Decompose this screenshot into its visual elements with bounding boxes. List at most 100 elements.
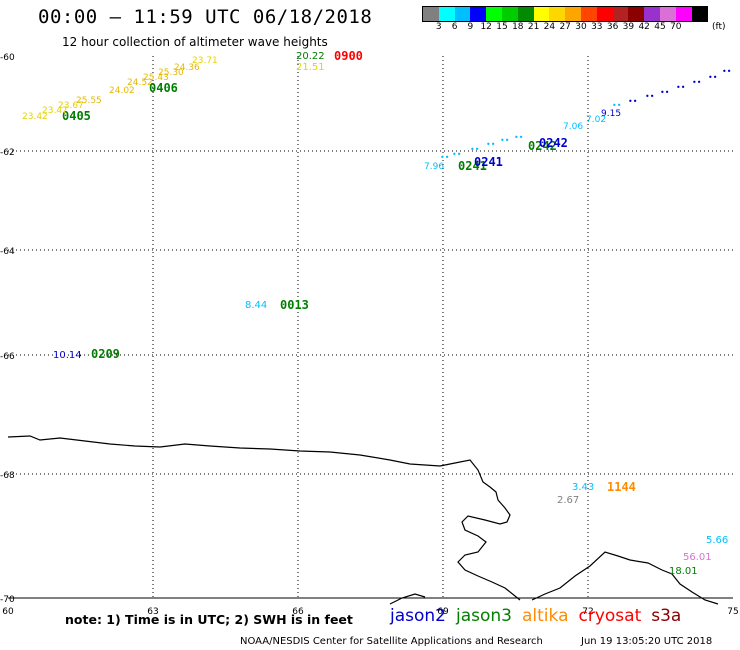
- legend-tick-label: 39: [622, 22, 635, 32]
- wave-height-label: 7.02: [586, 115, 606, 125]
- track-marker: ••: [470, 145, 479, 154]
- satellite-s3a-label: s3a: [651, 606, 682, 626]
- coastline-south: [389, 593, 426, 605]
- color-scale-labels: 3 6 9 12 15 18 21 24 27 30 33 36 39 42 45 70: [422, 22, 740, 34]
- legend-swatch: [438, 7, 455, 21]
- coastline-east: [531, 551, 719, 605]
- wave-height-label: 23.47: [42, 106, 68, 116]
- legend-tick-label: 30: [575, 22, 587, 32]
- legend-tick-label: 45: [654, 22, 666, 32]
- legend-swatch: [580, 7, 597, 21]
- satellite-altika-label: altika: [522, 606, 569, 626]
- track-marker: ••: [486, 140, 495, 149]
- legend-tick-label: 12: [480, 22, 492, 32]
- coastline-main: [7, 435, 521, 601]
- wave-height-label: 0209: [91, 347, 120, 361]
- longitude-tick-label: 72: [582, 607, 593, 617]
- wave-height-label: 8.44: [245, 300, 267, 311]
- wave-height-label: 23.67: [58, 101, 84, 111]
- wave-height-label: 25.30: [158, 68, 184, 78]
- legend-swatch: [659, 7, 676, 21]
- legend-tick-label: 27: [559, 22, 571, 32]
- wave-height-label: 24.02: [109, 86, 135, 96]
- legend-swatch: [628, 7, 645, 21]
- track-marker: ••: [628, 97, 637, 106]
- latitude-tick-label: -60: [0, 53, 15, 63]
- legend-swatch: [423, 7, 439, 21]
- wave-height-label: 0242: [528, 139, 557, 153]
- satellite-jason3-label: jason3: [456, 606, 512, 626]
- track-marker: ••: [612, 101, 621, 110]
- latitude-tick-label: -62: [0, 148, 15, 158]
- credit-text: NOAA/NESDIS Center for Satellite Applica…: [240, 636, 543, 647]
- latitude-tick-label: -68: [0, 471, 15, 481]
- legend-swatch: [675, 7, 692, 21]
- wave-height-label: 0241: [458, 159, 487, 173]
- track-marker: ••: [452, 150, 461, 159]
- wave-height-label: 56.01: [683, 552, 712, 563]
- wave-height-label: 24.36: [174, 63, 200, 73]
- track-marker: ••: [500, 136, 509, 145]
- legend-swatch: [612, 7, 629, 21]
- legend-tick-label: 33: [591, 22, 603, 32]
- legend-tick-label: 9: [467, 22, 474, 32]
- legend-tick-label: 6: [451, 22, 458, 32]
- track-marker: ••: [660, 88, 669, 97]
- wave-height-label: 9.15: [601, 109, 621, 119]
- legend-tick-label: 3: [435, 22, 442, 32]
- page-subtitle: 12 hour collection of altimeter wave hei…: [62, 35, 328, 49]
- legend-swatch: [454, 7, 471, 21]
- timestamp-text: Jun 19 13:05:20 UTC 2018: [581, 636, 713, 647]
- satellite-cryosat-label: cryosat: [578, 606, 642, 626]
- wave-height-label: 10.14: [53, 350, 82, 361]
- legend-swatch: [644, 7, 660, 21]
- wave-height-label: 7.06: [563, 122, 583, 132]
- legend-swatch: [486, 7, 502, 21]
- wave-height-label: 0406: [149, 81, 178, 95]
- satellite-legend: jason2 jason3 altika cryosat s3a: [390, 606, 691, 626]
- legend-swatch: [517, 7, 534, 21]
- longitude-tick-label: 69: [437, 607, 449, 617]
- wave-height-label: 0900: [334, 49, 363, 63]
- latitude-tick-label: -66: [0, 352, 15, 362]
- legend-swatch: [501, 7, 518, 21]
- track-marker: ••: [692, 78, 701, 87]
- track-marker: ••: [676, 83, 685, 92]
- wave-height-label: 20.22: [296, 51, 325, 62]
- track-marker: ••: [440, 153, 449, 162]
- legend-swatch: [691, 7, 708, 21]
- latitude-tick-label: -70: [0, 595, 15, 605]
- wave-height-label: 18.01: [669, 566, 698, 577]
- wave-height-label: 0013: [280, 298, 309, 312]
- wave-height-label: 24.52: [127, 78, 153, 88]
- coastline: [7, 435, 719, 605]
- wave-height-label: 0405: [62, 109, 91, 123]
- wave-height-label: 23.42: [22, 112, 48, 122]
- legend-unit: (ft): [712, 22, 726, 32]
- track-marker: ••: [514, 133, 523, 142]
- wave-height-label: 1144: [607, 480, 636, 494]
- track-marker: ••: [722, 67, 731, 76]
- wave-height-label: 23.71: [192, 56, 218, 66]
- color-scale-legend: [422, 6, 709, 22]
- legend-swatch: [549, 7, 566, 21]
- legend-tick-label: 36: [606, 22, 619, 32]
- longitude-tick-label: 66: [292, 607, 304, 617]
- legend-tick-label: 42: [638, 22, 650, 32]
- legend-tick-label: 15: [496, 22, 508, 32]
- longitude-tick-label: 60: [2, 607, 14, 617]
- longitude-tick-label: 63: [147, 607, 158, 617]
- longitude-tick-label: 75: [727, 607, 738, 617]
- wave-height-label: 5.66: [706, 535, 728, 546]
- wave-height-label: 21.51: [296, 62, 325, 73]
- wave-height-labels: 040523.4223.4723.6725.5524.0224.5225.432…: [22, 49, 731, 577]
- wave-height-label: 7.96: [424, 162, 444, 172]
- wave-height-label: 0241: [474, 155, 503, 169]
- legend-swatch: [533, 7, 550, 21]
- legend-tick-label: 24: [543, 22, 556, 32]
- latitude-tick-label: -64: [0, 247, 15, 257]
- legend-tick-label: 18: [512, 22, 524, 32]
- page-title: 00:00 – 11:59 UTC 06/18/2018: [38, 6, 373, 28]
